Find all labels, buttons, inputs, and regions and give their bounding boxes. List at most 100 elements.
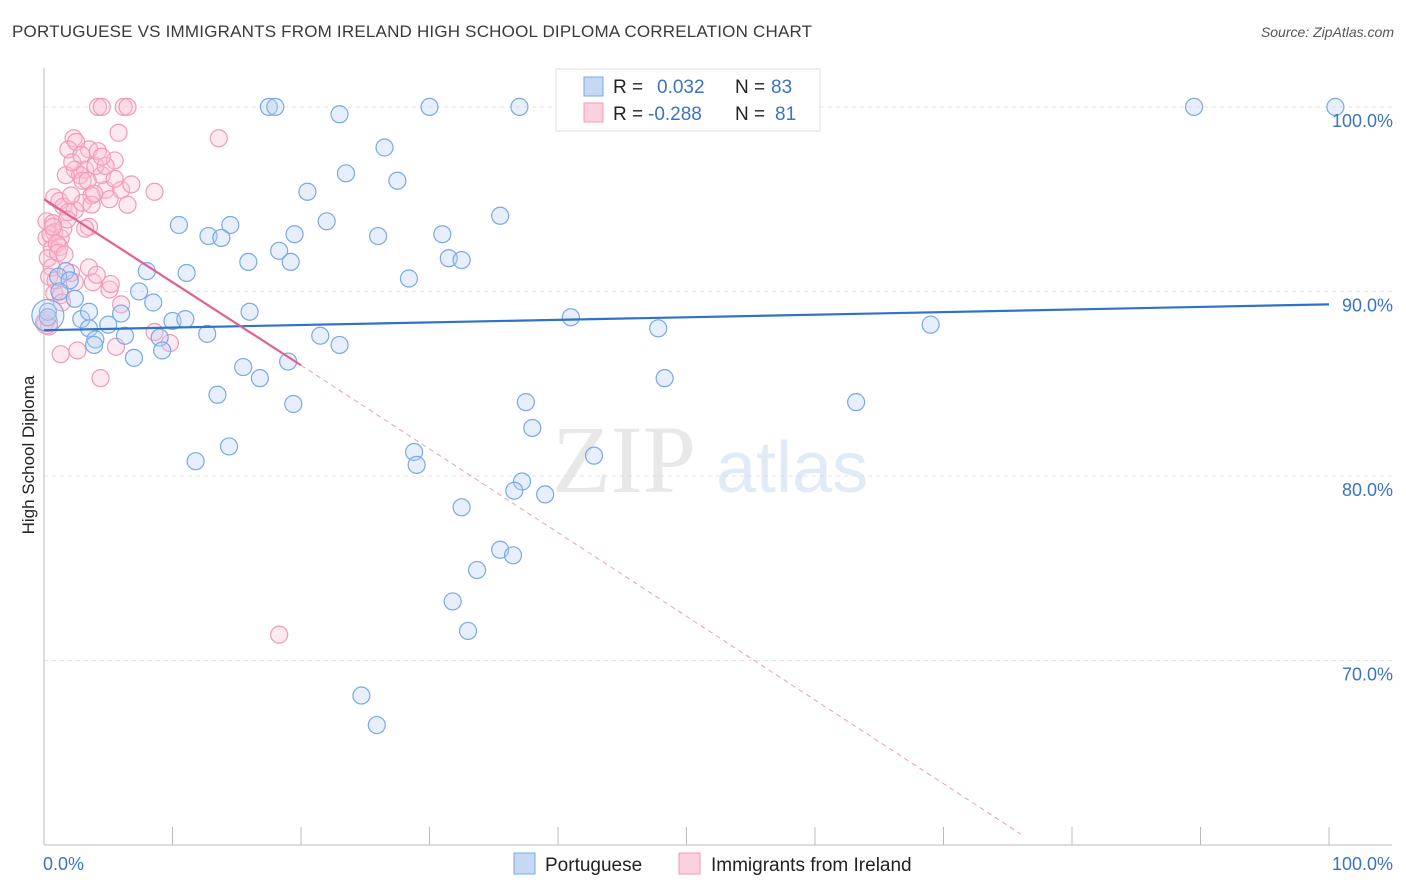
- portuguese-point: [433, 225, 452, 244]
- ireland-point: [87, 265, 106, 284]
- portuguese-point: [266, 97, 285, 117]
- portuguese-point: [31, 298, 65, 333]
- ireland-point: [92, 97, 111, 117]
- x-tick-label-min: 0.0%: [43, 854, 84, 874]
- ireland-point: [51, 345, 70, 364]
- ireland-point: [61, 186, 81, 205]
- bottom-legend-swatch-portuguese: [513, 852, 536, 875]
- portuguese-point: [367, 715, 386, 735]
- portuguese-point: [369, 226, 388, 246]
- stats-legend: R = 0.032 N = 83 R = -0.288 N = 81: [555, 68, 821, 132]
- ireland-point: [49, 243, 68, 262]
- legend-n-label-2: N =: [735, 104, 765, 125]
- portuguese-point: [505, 481, 524, 500]
- legend-swatch-ireland: [583, 102, 604, 123]
- portuguese-point: [38, 308, 57, 327]
- ireland-point: [88, 97, 108, 117]
- portuguese-point: [452, 498, 471, 517]
- portuguese-point: [99, 315, 118, 334]
- portuguese-point: [375, 138, 394, 157]
- portuguese-point: [330, 105, 349, 124]
- portuguese-point: [234, 357, 253, 377]
- ireland-point: [91, 369, 110, 388]
- portuguese-point: [72, 310, 91, 329]
- portuguese-point: [388, 171, 407, 190]
- portuguese-point: [649, 319, 668, 338]
- legend-n-value-1: 83: [771, 77, 792, 98]
- ireland-point: [85, 184, 104, 203]
- portuguese-point: [79, 302, 99, 321]
- ireland-point: [105, 169, 124, 188]
- ireland-point: [82, 195, 101, 214]
- series-portuguese-points: [31, 97, 1345, 735]
- portuguese-point: [60, 271, 79, 290]
- portuguese-point: [239, 252, 258, 272]
- ireland-point: [209, 129, 228, 148]
- portuguese-point: [503, 546, 523, 565]
- portuguese-point: [921, 315, 940, 334]
- ireland-point: [109, 123, 128, 142]
- portuguese-point: [1326, 97, 1345, 117]
- portuguese-point: [536, 485, 555, 504]
- y-tick-label: 90.0%: [1342, 295, 1393, 315]
- portuguese-point: [111, 304, 131, 323]
- watermark-atlas: atlas: [716, 428, 868, 508]
- ireland-point: [100, 190, 119, 209]
- ireland-point: [96, 156, 115, 176]
- portuguese-point: [298, 182, 317, 201]
- portuguese-point: [285, 225, 304, 244]
- portuguese-point: [177, 263, 196, 283]
- portuguese-point: [270, 241, 289, 260]
- portuguese-point: [198, 324, 217, 343]
- ireland-point: [55, 245, 74, 264]
- portuguese-point: [491, 206, 510, 225]
- gridlines: [44, 106, 1392, 661]
- axes: [43, 68, 1392, 846]
- series-legend: Portuguese Immigrants from Ireland: [513, 852, 912, 876]
- ireland-point: [118, 195, 137, 214]
- ireland-point: [145, 182, 164, 201]
- ireland-point: [118, 97, 137, 117]
- portuguese-point: [65, 289, 84, 308]
- chart-title: PORTUGUESE VS IMMIGRANTS FROM IRELAND HI…: [12, 22, 813, 41]
- portuguese-point: [49, 267, 68, 286]
- y-axis-label: High School Diploma: [19, 375, 38, 534]
- portuguese-point: [443, 592, 462, 611]
- portuguese-point: [510, 97, 529, 117]
- portuguese-point: [212, 228, 231, 248]
- bottom-legend-portuguese: Portuguese: [545, 855, 642, 876]
- portuguese-point: [317, 212, 336, 231]
- ireland-point: [79, 258, 99, 277]
- portuguese-point: [407, 455, 426, 474]
- legend-r-value-1: 0.032: [657, 77, 705, 98]
- portuguese-point: [584, 446, 604, 465]
- portuguese-point: [523, 418, 542, 438]
- trend-lines: [43, 198, 1330, 835]
- ireland-point: [111, 295, 131, 314]
- ireland-point: [73, 171, 92, 190]
- x-tick-labels: 0.0% 100.0%: [43, 854, 1393, 874]
- ireland-point: [122, 175, 141, 194]
- bottom-legend-ireland: Immigrants from Ireland: [711, 855, 912, 876]
- trend-line-ireland: [43, 198, 302, 367]
- legend-n-label-1: N =: [735, 77, 765, 98]
- portuguese-point: [176, 310, 195, 329]
- y-tick-label: 70.0%: [1342, 664, 1393, 684]
- source-label: Source: ZipAtlas.com: [1260, 24, 1394, 40]
- portuguese-point: [240, 302, 259, 321]
- portuguese-point: [144, 293, 163, 312]
- ireland-point: [76, 219, 95, 238]
- portuguese-point: [467, 560, 487, 580]
- trend-line-portuguese: [43, 303, 1330, 332]
- portuguese-point: [221, 215, 240, 235]
- watermark: ZIP atlas: [552, 406, 868, 513]
- portuguese-point: [420, 97, 439, 117]
- ireland-point: [72, 145, 91, 164]
- portuguese-point: [250, 369, 269, 388]
- portuguese-point: [399, 269, 419, 288]
- portuguese-point: [847, 393, 866, 412]
- portuguese-point: [330, 335, 349, 355]
- portuguese-point: [336, 164, 356, 183]
- ireland-point: [86, 156, 105, 176]
